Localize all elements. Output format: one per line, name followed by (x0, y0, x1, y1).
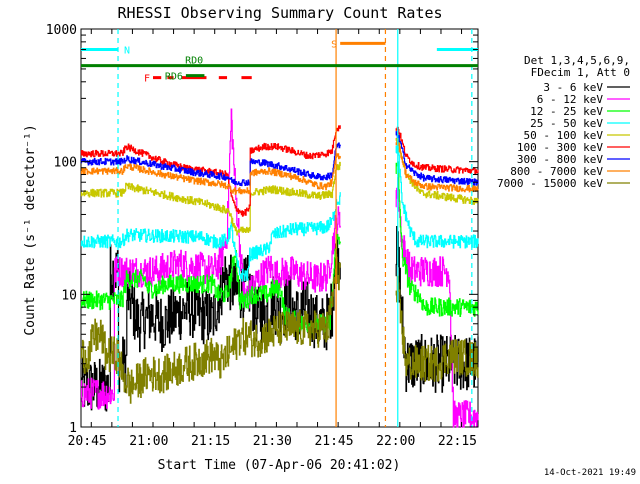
legend: Det 1,3,4,5,6,9,FDecim 1, Att 0 3 - 6 keV… (497, 54, 630, 190)
interval-label-n: N (124, 46, 130, 57)
legend-entry-label: 3 - 6 keV (543, 81, 603, 94)
y-tick-label: 10 (61, 288, 77, 303)
legend-entry-label: 800 - 7000 keV (510, 165, 603, 178)
y-tick-label: 1 (69, 421, 77, 436)
interval-label-rd6: RD6 (165, 72, 183, 83)
x-tick-label: 21:15 (191, 434, 230, 449)
x-tick-label: 21:45 (314, 434, 353, 449)
legend-header-line: FDecim 1, Att 0 (531, 66, 630, 79)
legend-header-line: Det 1,3,4,5,6,9, (524, 54, 630, 67)
series-line-100-300-kev (80, 125, 479, 217)
x-tick-label: 22:00 (376, 434, 415, 449)
y-tick-label: 100 (54, 156, 77, 171)
y-tick-label: 1000 (46, 23, 77, 38)
chart-title: RHESSI Observing Summary Count Rates (117, 4, 442, 22)
x-tick-label: 21:30 (253, 434, 292, 449)
x-tick-label: 21:00 (129, 434, 168, 449)
series-line-50-100-kev (80, 135, 479, 236)
plot-frame (80, 28, 479, 428)
series-line-6-12-kev (80, 108, 479, 428)
legend-entry-label: 100 - 300 keV (517, 141, 603, 154)
legend-entry-label: 25 - 50 keV (530, 117, 603, 130)
interval-label-s: S (331, 39, 337, 50)
series-line-300-800-kev (80, 131, 479, 187)
series-line-25-50-kev (80, 143, 479, 282)
series-line-800-7000-kev (80, 140, 479, 195)
series-line-7000-15000-kev (80, 253, 479, 404)
legend-entry-label: 6 - 12 keV (537, 93, 604, 106)
interval-label-f: F (144, 74, 150, 85)
interval-label-rd0: RD0 (185, 56, 203, 67)
legend-entry-label: 7000 - 15000 keV (497, 177, 603, 190)
x-axis-label: Start Time (07-Apr-06 20:41:02) (158, 458, 401, 473)
generation-timestamp: 14-Oct-2021 19:49 (544, 468, 636, 478)
x-tick-label: 20:45 (68, 434, 107, 449)
series-group (80, 108, 479, 428)
plot-frame-group (80, 28, 479, 428)
legend-entry-label: 300 - 800 keV (517, 153, 603, 166)
x-tick-label: 22:15 (438, 434, 477, 449)
y-axis-label: Count Rate (s⁻¹ detector⁻¹) (23, 124, 38, 335)
legend-entry-label: 50 - 100 keV (524, 129, 604, 142)
axes-group: 1 10 100 1000 20:45 21:00 21:15 21:30 21:45 22:00… (46, 23, 478, 449)
legend-entry-label: 12 - 25 keV (530, 105, 603, 118)
